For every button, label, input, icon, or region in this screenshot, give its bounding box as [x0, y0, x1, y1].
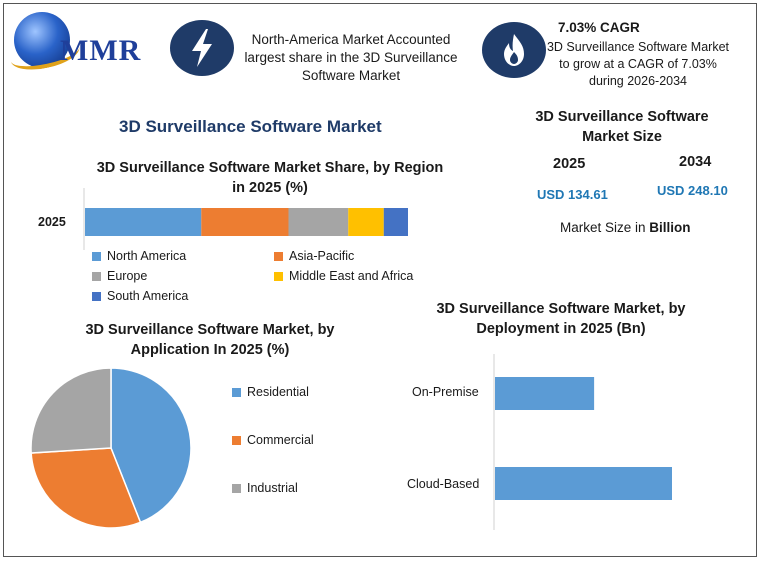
- infographic-frame: [3, 3, 757, 557]
- deployment-label-cloud-based: Cloud-Based: [407, 477, 480, 491]
- legend-swatch: [232, 483, 241, 493]
- legend-swatch: [92, 291, 101, 301]
- north-america-info: North-America Market Accounted largest s…: [244, 32, 458, 83]
- legend-item-europe: Europe: [92, 269, 147, 283]
- legend-item-asia-pacific: Asia-Pacific: [274, 249, 354, 263]
- application-chart-title: 3D Surveillance Software Market, by Appl…: [85, 322, 335, 358]
- market-size-note: Market Size in Billion: [560, 220, 691, 235]
- legend-item-north-america: North America: [92, 249, 186, 263]
- page-title: 3D Surveillance Software Market: [119, 117, 382, 136]
- legend-label: Europe: [107, 269, 148, 283]
- legend-swatch: [232, 435, 241, 445]
- market-size-year-2034: 2034: [679, 154, 712, 170]
- market-size-year-2025: 2025: [553, 156, 586, 172]
- cagr-title: 7.03% CAGR: [558, 20, 640, 35]
- region-chart-category-label: 2025: [38, 215, 66, 229]
- market-size-note-unit: Billion: [649, 220, 691, 235]
- region-bar-segment-south-america: [383, 208, 408, 236]
- market-size-title: 3D Surveillance Software Market Size: [535, 109, 709, 145]
- legend-swatch: [92, 271, 101, 281]
- region-stacked-bar-chart: [83, 188, 408, 250]
- region-bar-segment-europe: [288, 208, 349, 236]
- globe-logo-icon: [14, 12, 70, 68]
- application-pie-chart: [30, 367, 192, 529]
- flame-icon: [482, 22, 546, 78]
- legend-label: North America: [107, 249, 187, 263]
- market-size-value-2025: USD 134.61: [537, 187, 608, 202]
- pie-slice-commercial: [30, 447, 142, 529]
- legend-item-south-america: South America: [92, 289, 188, 303]
- market-size-value-2034: USD 248.10: [657, 183, 728, 198]
- legend-label: Commercial: [247, 433, 314, 447]
- market-size-note-prefix: Market Size in: [560, 220, 650, 235]
- region-bar-segment-middle-east-and-africa: [348, 208, 384, 236]
- pie-legend-residential: Residential: [232, 385, 309, 399]
- deployment-label-on-premise: On-Premise: [412, 385, 479, 399]
- legend-swatch: [232, 387, 241, 397]
- pie-legend-industrial: Industrial: [232, 481, 298, 495]
- region-bar-segment-north-america: [85, 208, 202, 236]
- legend-label: Industrial: [247, 481, 298, 495]
- brand-logo: MMR: [60, 34, 142, 67]
- deployment-bar-cloud-based: [495, 467, 672, 500]
- legend-item-middle-east-africa: Middle East and Africa: [274, 269, 413, 283]
- pie-slice-residential: [110, 367, 192, 524]
- region-chart-title: 3D Surveillance Software Market Share, b…: [96, 160, 444, 196]
- legend-label: Asia-Pacific: [289, 249, 355, 263]
- legend-swatch: [274, 251, 283, 261]
- legend-swatch: [274, 271, 283, 281]
- deployment-bar-on-premise: [495, 377, 595, 410]
- legend-label: Middle East and Africa: [289, 269, 414, 283]
- lightning-icon: [170, 20, 234, 76]
- legend-label: Residential: [247, 385, 309, 399]
- pie-slice-industrial: [30, 367, 112, 454]
- region-bar-segment-asia-pacific: [201, 208, 289, 236]
- deployment-chart-title: 3D Surveillance Software Market, by Depl…: [436, 301, 686, 337]
- deployment-bar-chart: [493, 354, 672, 530]
- cagr-description: 3D Surveillance Software Market to grow …: [546, 40, 730, 88]
- legend-label: South America: [107, 289, 189, 303]
- pie-legend-commercial: Commercial: [232, 433, 314, 447]
- legend-swatch: [92, 251, 101, 261]
